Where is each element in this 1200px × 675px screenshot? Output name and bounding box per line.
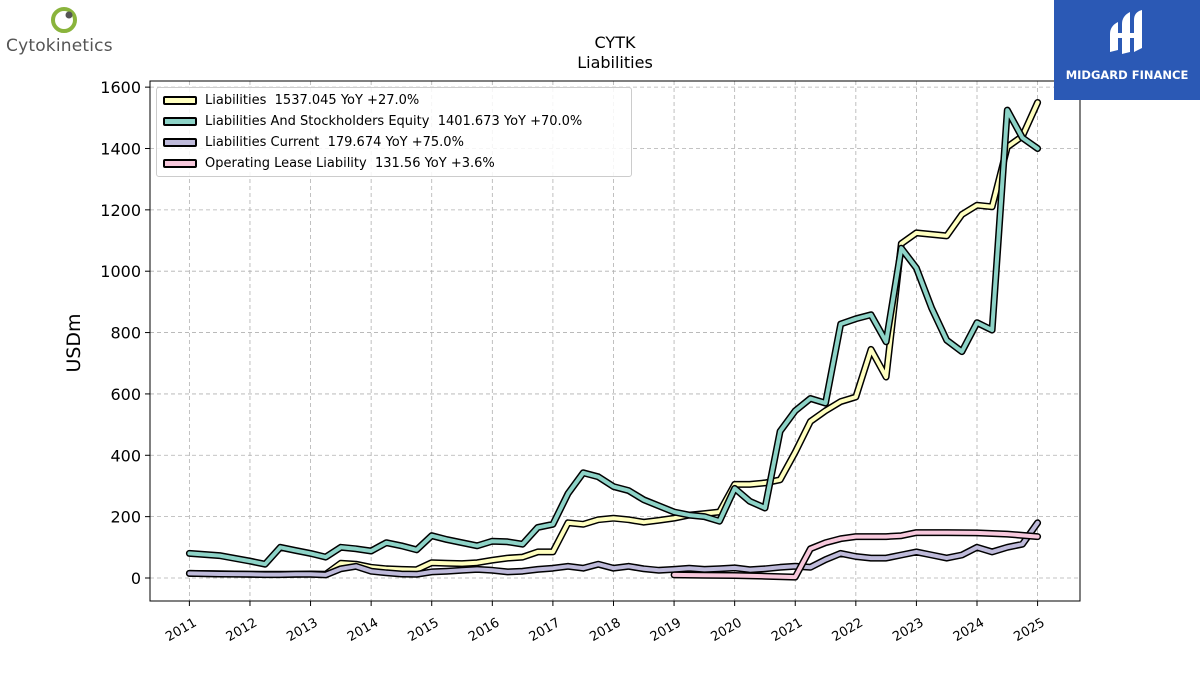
legend-label: Liabilities 1537.045 YoY +27.0%	[205, 92, 420, 108]
y-tick-label: 400	[110, 446, 141, 465]
x-tick-label: 2022	[830, 615, 866, 645]
y-tick-label: 800	[110, 324, 141, 343]
legend-label: Liabilities And Stockholders Equity 1401…	[205, 113, 583, 129]
x-axis-ticks: 2011 2012 2013 2014 2015 2016 2017 2018 2019 2020…	[163, 601, 1048, 645]
plot-frame	[149, 80, 1081, 602]
cytokinetics-logo-icon	[51, 7, 77, 33]
chart-subtitle: Liabilities	[577, 53, 653, 72]
x-tick-label: 2023	[890, 615, 926, 645]
legend-item: Liabilities Current 179.674 YoY +75.0%	[163, 133, 464, 151]
chart-title: CYTK	[595, 33, 636, 52]
x-tick-label: 2025	[1011, 615, 1047, 645]
legend-label: Operating Lease Liability 131.56 YoY +3.…	[205, 155, 495, 171]
y-tick-label: 1000	[100, 262, 141, 281]
y-axis-label: USDm	[63, 313, 85, 372]
x-tick-label: 2019	[648, 615, 684, 645]
series-1	[185, 106, 1042, 568]
y-tick-label: 0	[131, 569, 141, 588]
legend-swatch	[163, 158, 197, 168]
series-line	[672, 530, 1040, 580]
legend-item: Liabilities And Stockholders Equity 1401…	[163, 112, 582, 130]
y-tick-label: 1400	[100, 139, 141, 158]
legend-label: Liabilities Current 179.674 YoY +75.0%	[205, 134, 464, 150]
x-tick-label: 2024	[951, 615, 987, 645]
x-tick-label: 2017	[527, 615, 563, 645]
x-tick-label: 2020	[708, 615, 744, 645]
legend-swatch	[163, 95, 197, 105]
x-tick-label: 2012	[224, 615, 260, 645]
series-lines	[185, 99, 1042, 581]
midgard-logo-icon	[1110, 10, 1142, 54]
legend-swatch	[163, 116, 197, 126]
legend-item: Liabilities 1537.045 YoY +27.0%	[163, 91, 419, 109]
x-tick-label: 2016	[466, 615, 502, 645]
x-tick-label: 2013	[284, 615, 320, 645]
x-tick-label: 2011	[163, 615, 199, 645]
y-tick-label: 1600	[100, 78, 141, 97]
x-tick-label: 2018	[587, 615, 623, 645]
series-line	[187, 520, 1040, 577]
legend-swatch	[163, 137, 197, 147]
brand-name: MIDGARD FINANCE	[1065, 68, 1189, 82]
series-2	[185, 519, 1042, 579]
y-tick-label: 1200	[100, 201, 141, 220]
x-tick-label: 2015	[406, 615, 442, 645]
x-tick-label: 2014	[345, 615, 381, 645]
y-tick-label: 200	[110, 508, 141, 527]
brand-badge: MIDGARD FINANCE	[1054, 0, 1200, 100]
x-tick-label: 2021	[769, 615, 805, 645]
chart-legend: Liabilities 1537.045 YoY +27.0% Liabilit…	[156, 87, 632, 177]
legend-item: Operating Lease Liability 131.56 YoY +3.…	[163, 154, 495, 172]
y-axis-ticks: 0 200 400 600 800 1000 1200 1400 1600	[100, 78, 150, 588]
y-tick-label: 600	[110, 385, 141, 404]
series-3	[670, 529, 1042, 581]
company-name: Cytokinetics	[6, 36, 113, 56]
series-line	[187, 108, 1040, 567]
